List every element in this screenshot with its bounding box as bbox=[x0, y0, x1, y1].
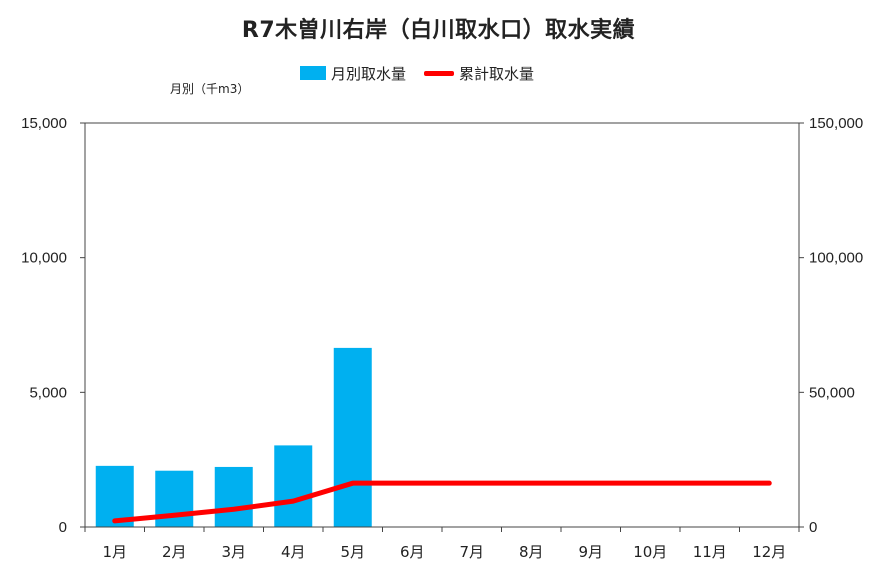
x-tick-label: 3月 bbox=[221, 543, 246, 561]
cumulative-line bbox=[112, 480, 772, 524]
x-tick-label: 7月 bbox=[459, 543, 484, 561]
bar-5 bbox=[333, 347, 372, 527]
legend-label-cumulative: 累計取水量 bbox=[459, 64, 535, 83]
x-tick-label: 12月 bbox=[752, 543, 786, 561]
x-tick-label: 5月 bbox=[340, 543, 365, 561]
x-tick-label: 11月 bbox=[693, 543, 727, 561]
x-tick-label: 10月 bbox=[633, 543, 667, 561]
x-tick-label: 4月 bbox=[281, 543, 306, 561]
chart-title: R7木曽川右岸（白川取水口）取水実績 bbox=[241, 18, 636, 43]
legend: 月別取水量 累計取水量 bbox=[300, 62, 552, 84]
y-right-tick-label: 100,000 bbox=[809, 250, 863, 267]
legend-swatch-monthly bbox=[300, 66, 326, 80]
y-axis-left-label: 月別（千m3） bbox=[170, 82, 250, 96]
y-left-tick-label: 15,000 bbox=[21, 115, 67, 132]
bar-3 bbox=[214, 466, 253, 527]
y-right-tick-label: 0 bbox=[809, 519, 817, 536]
y-right-tick-label: 150,000 bbox=[809, 115, 863, 132]
legend-item-monthly: 月別取水量 bbox=[300, 63, 406, 84]
x-tick-label: 9月 bbox=[578, 543, 603, 561]
y-left-tick-label: 0 bbox=[59, 519, 67, 536]
legend-swatch-cumulative bbox=[424, 70, 455, 76]
y-left-tick-label: 10,000 bbox=[21, 250, 67, 267]
y-left-tick-label: 5,000 bbox=[29, 384, 67, 401]
bar-4 bbox=[274, 445, 313, 527]
x-tick-label: 8月 bbox=[519, 543, 544, 561]
y-right-tick-label: 50,000 bbox=[809, 384, 855, 401]
x-tick-label: 2月 bbox=[162, 543, 187, 561]
x-tick-label: 6月 bbox=[400, 543, 425, 561]
legend-label-monthly: 月別取水量 bbox=[331, 64, 407, 83]
legend-item-cumulative: 累計取水量 bbox=[424, 63, 534, 84]
bar-1 bbox=[95, 465, 134, 527]
x-tick-label: 1月 bbox=[102, 543, 127, 561]
